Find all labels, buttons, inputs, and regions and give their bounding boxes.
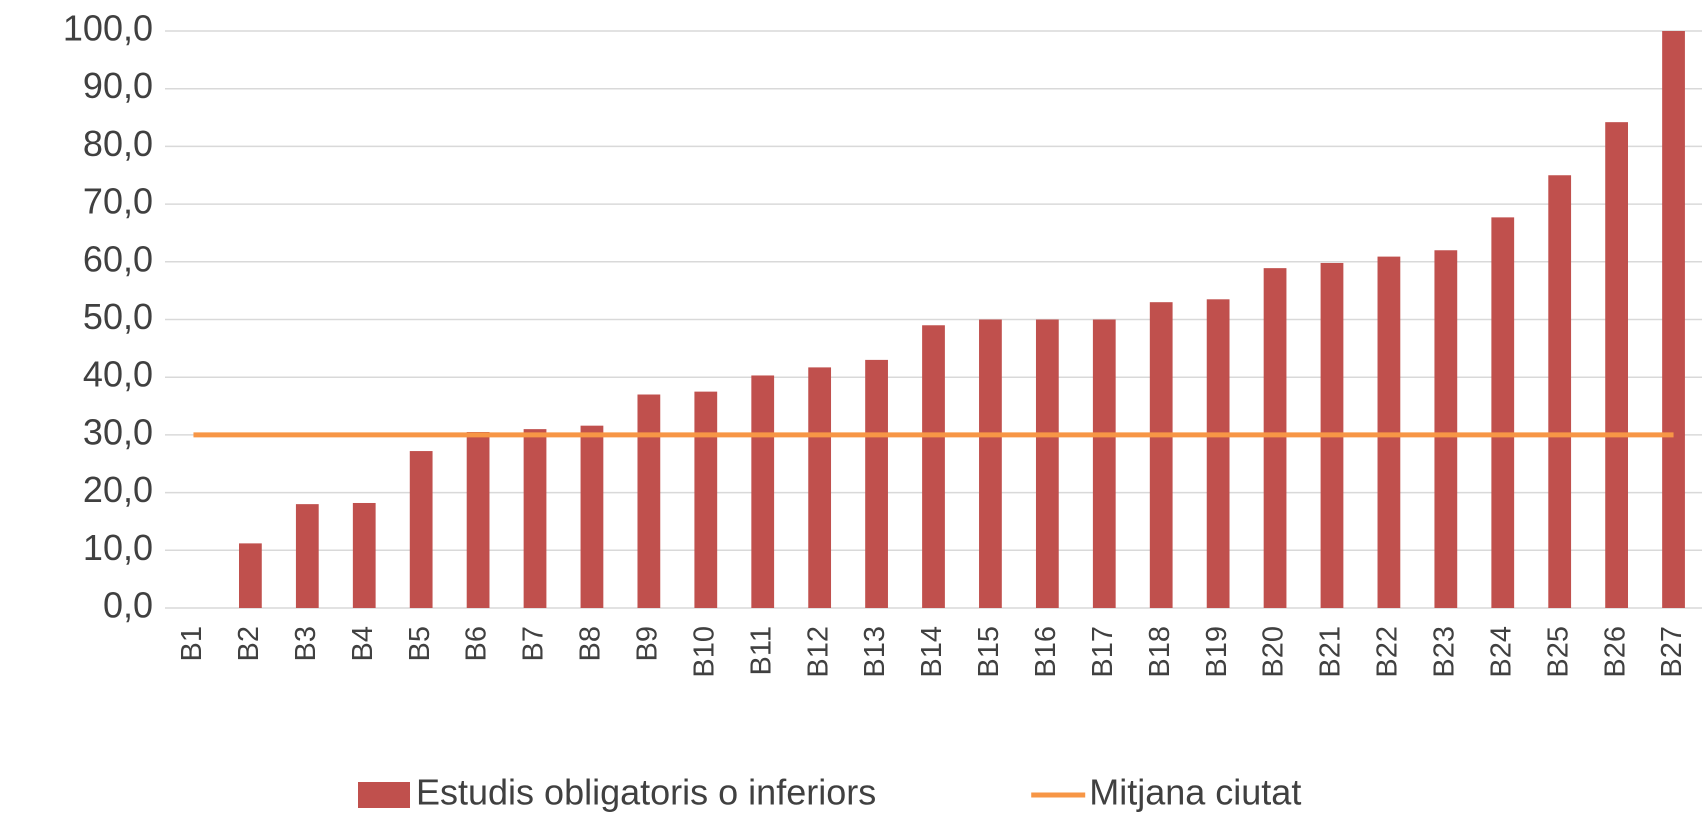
x-tick-label: B27 (1656, 626, 1688, 678)
bar (865, 359, 888, 608)
x-tick-label: B9 (632, 626, 664, 661)
x-tick-label: B3 (290, 626, 322, 661)
x-tick-label: B1 (176, 626, 208, 661)
bar (1662, 31, 1685, 608)
bar (751, 375, 775, 608)
bar (352, 502, 376, 608)
x-tick-label: B6 (461, 626, 493, 661)
x-tick-label: B16 (1030, 626, 1062, 678)
x-tick-label: B22 (1372, 626, 1404, 678)
bar (694, 391, 718, 608)
y-tick-label: 40,0 (83, 354, 153, 395)
y-tick-label: 60,0 (83, 238, 153, 279)
y-tick-label: 10,0 (83, 527, 153, 568)
x-tick-label: B24 (1485, 626, 1517, 678)
bar (1434, 250, 1458, 608)
bar (1092, 319, 1116, 608)
bar (1377, 256, 1401, 608)
bar (1491, 217, 1515, 608)
bar (580, 425, 604, 608)
y-tick-label: 100,0 (63, 8, 153, 49)
x-tick-label: B7 (518, 626, 550, 661)
legend-label: Mitjana ciutat (1089, 772, 1301, 813)
x-tick-label: B19 (1201, 626, 1233, 678)
x-tick-label: B4 (347, 626, 379, 661)
y-tick-label: 50,0 (83, 296, 153, 337)
x-tick-label: B17 (1087, 626, 1119, 678)
bar (466, 432, 490, 608)
bar (1035, 319, 1059, 608)
bar (1605, 122, 1628, 608)
x-tick-label: B5 (404, 626, 436, 661)
y-tick-label: 30,0 (83, 411, 153, 452)
x-tick-label: B20 (1258, 626, 1290, 678)
bar (808, 367, 832, 608)
x-tick-label: B14 (916, 626, 948, 678)
legend-swatch (358, 782, 410, 808)
x-tick-label: B10 (688, 626, 720, 678)
x-tick-label: B13 (859, 626, 891, 678)
bar (523, 429, 547, 608)
legend-label: Estudis obligatoris o inferiors (416, 772, 876, 813)
bar (1263, 268, 1287, 608)
x-tick-label: B2 (233, 626, 265, 661)
y-tick-label: 0,0 (103, 585, 153, 626)
y-tick-label: 80,0 (83, 123, 153, 164)
bar (637, 394, 661, 608)
bar (922, 325, 945, 608)
y-tick-label: 20,0 (83, 469, 153, 510)
x-tick-label: B18 (1144, 626, 1176, 678)
x-tick-label: B23 (1428, 626, 1460, 678)
bar (1206, 299, 1230, 608)
bar (239, 543, 262, 608)
y-tick-label: 90,0 (83, 65, 153, 106)
x-tick-label: B11 (745, 626, 777, 675)
x-tick-label: B8 (575, 626, 607, 661)
bar (1548, 175, 1572, 608)
bar (295, 504, 319, 608)
x-tick-label: B21 (1315, 626, 1347, 678)
x-tick-label: B12 (802, 626, 834, 678)
bar (409, 451, 433, 608)
bar (979, 319, 1002, 608)
y-tick-label: 70,0 (83, 181, 153, 222)
x-tick-label: B15 (973, 626, 1005, 678)
x-tick-label: B26 (1599, 626, 1631, 678)
bar (1149, 302, 1173, 608)
x-tick-label: B25 (1542, 626, 1574, 678)
